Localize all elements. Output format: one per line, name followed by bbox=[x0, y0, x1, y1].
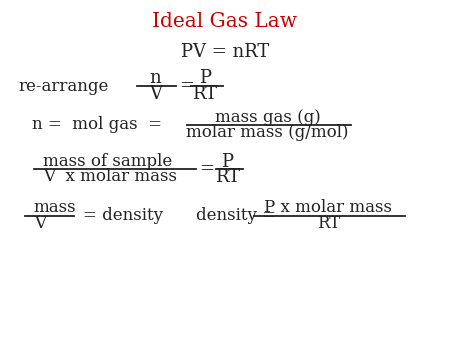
Text: P: P bbox=[221, 152, 233, 171]
Text: P: P bbox=[199, 69, 211, 88]
Text: mass: mass bbox=[34, 199, 76, 216]
Text: RT: RT bbox=[317, 215, 340, 232]
Text: = density: = density bbox=[83, 207, 163, 224]
Text: P x molar mass: P x molar mass bbox=[265, 199, 392, 216]
Text: V  x molar mass: V x molar mass bbox=[43, 168, 177, 185]
Text: n: n bbox=[149, 69, 161, 88]
Text: PV = nRT: PV = nRT bbox=[181, 43, 269, 62]
Text: re-arrange: re-arrange bbox=[18, 78, 108, 95]
Text: n =  mol gas  =: n = mol gas = bbox=[32, 116, 162, 133]
Text: RT: RT bbox=[215, 168, 240, 186]
Text: V: V bbox=[34, 215, 46, 232]
Text: RT: RT bbox=[192, 85, 217, 103]
Text: V: V bbox=[149, 85, 162, 103]
Text: mass of sample: mass of sample bbox=[43, 153, 172, 170]
Text: density =: density = bbox=[196, 207, 276, 224]
Text: =: = bbox=[179, 77, 194, 95]
Text: molar mass (g/mol): molar mass (g/mol) bbox=[186, 124, 349, 141]
Text: Ideal Gas Law: Ideal Gas Law bbox=[153, 13, 297, 31]
Text: =: = bbox=[199, 160, 215, 178]
Text: mass gas (g): mass gas (g) bbox=[215, 109, 320, 126]
